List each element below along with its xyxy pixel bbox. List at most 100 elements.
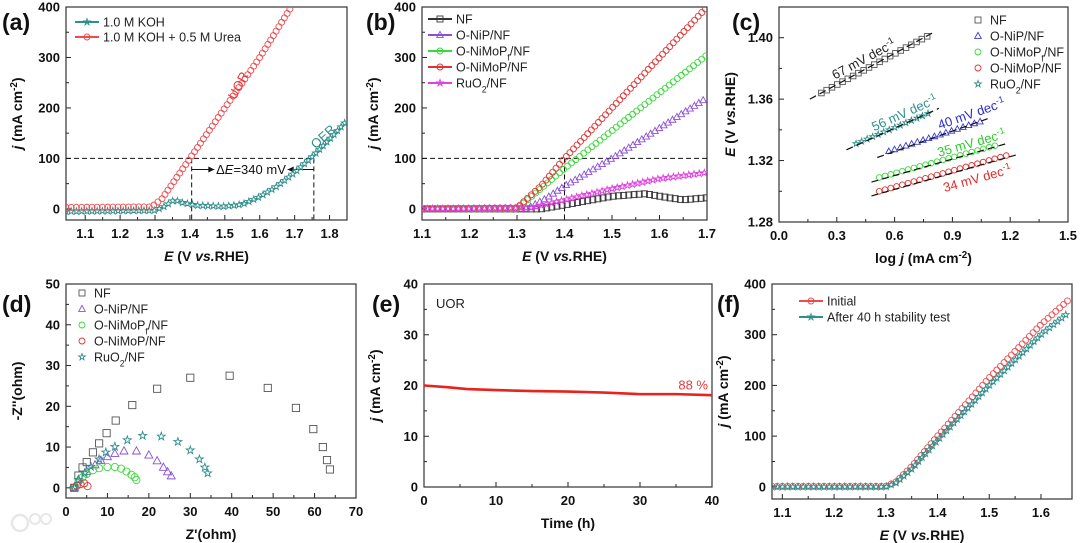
legend-item: After 40 h stability test <box>799 311 951 325</box>
legend-label: NF <box>456 13 473 27</box>
legend-label: RuO2/NF <box>456 77 507 95</box>
legend-label: O-NiMoPf/NF <box>456 45 530 63</box>
circle-marker <box>208 122 216 130</box>
triangle-marker <box>930 132 939 140</box>
circle-marker <box>1003 152 1010 159</box>
circle-marker <box>145 203 153 211</box>
square-marker <box>436 15 444 23</box>
star-marker <box>668 172 678 181</box>
x-tick-label: 1.3 <box>146 226 164 241</box>
y-tick-label: 1.28 <box>748 215 773 230</box>
data-line <box>424 384 712 397</box>
triangle-marker <box>890 145 899 153</box>
star-marker <box>851 139 861 148</box>
circle-marker <box>657 88 665 96</box>
circle-marker <box>154 198 162 206</box>
star-marker <box>924 444 934 454</box>
y-axis-label: j (mA cm-2) <box>715 356 732 430</box>
square-marker <box>82 458 91 467</box>
circle-marker <box>910 164 918 172</box>
circle-marker <box>584 146 592 154</box>
star-marker <box>239 198 249 208</box>
square-marker <box>263 383 272 392</box>
circle-marker <box>119 203 127 211</box>
watermark-logo <box>10 513 52 533</box>
circle-marker <box>665 81 673 89</box>
star-marker <box>973 79 983 88</box>
star-marker <box>648 175 658 184</box>
star-marker <box>602 184 612 194</box>
x-tick-label: 1.3 <box>508 226 526 241</box>
x-tick-label: 1.8 <box>321 226 339 241</box>
circle-marker <box>916 163 923 170</box>
circle-marker <box>633 107 641 115</box>
plot-frame <box>65 283 357 499</box>
circle-marker <box>110 462 119 472</box>
circle-marker <box>596 136 604 144</box>
circle-marker <box>191 148 199 156</box>
star-marker <box>224 201 234 210</box>
square-marker <box>225 371 234 380</box>
triangle-marker <box>435 30 445 38</box>
circle-marker <box>666 43 674 51</box>
star-marker <box>970 395 980 405</box>
star-marker <box>931 437 941 446</box>
panel-label: (e) <box>372 291 400 317</box>
circle-marker <box>556 160 563 168</box>
circle-marker <box>1015 344 1023 352</box>
star-marker <box>68 482 80 493</box>
star-marker <box>122 434 133 445</box>
triangle-marker <box>90 459 100 469</box>
x-tick-label: 1.2 <box>460 226 478 241</box>
circle-marker <box>677 71 685 79</box>
square-marker <box>615 192 622 200</box>
x-axis-label: log j (mA cm-2) <box>875 250 972 267</box>
triangle-marker <box>110 448 120 457</box>
circle-marker <box>66 203 70 211</box>
legend: NF O-NiP/NF O-NiMoPf/NFO-NiMoP/NF RuO2/NF <box>77 287 168 369</box>
square-marker <box>579 198 587 206</box>
star-marker <box>1061 309 1071 319</box>
legend: Initial After 40 h stability test <box>799 295 951 325</box>
circle-marker <box>673 35 681 43</box>
circle-marker <box>630 81 638 88</box>
legend-label: O-NiMoP/NF <box>456 61 528 75</box>
series-1 <box>422 95 707 212</box>
circle-marker <box>991 142 999 149</box>
x-tick-label: 1.6 <box>650 226 668 241</box>
star-marker <box>886 479 896 489</box>
circle-marker <box>564 162 571 170</box>
circle-marker <box>104 203 112 211</box>
square-marker <box>666 194 674 202</box>
triangle-marker <box>936 130 945 138</box>
x-tick-label: 1.2 <box>825 505 843 520</box>
circle-marker <box>211 118 219 126</box>
circle-marker <box>968 148 976 156</box>
square-marker <box>923 33 931 40</box>
x-tick-label: 1.7 <box>698 226 716 241</box>
circle-marker <box>637 73 645 81</box>
y-tick-label: 400 <box>38 0 60 15</box>
circle-marker <box>584 130 592 138</box>
series-1 <box>66 7 294 211</box>
circle-marker <box>641 69 649 77</box>
fit-line <box>809 31 936 100</box>
star-marker <box>536 200 546 210</box>
panel-e: (e) 0 10 20 30 40 0 10 20 30 40 Time (h) j (mA cm-2)… <box>367 277 720 532</box>
triangle-marker <box>144 449 154 459</box>
square-marker <box>88 448 97 457</box>
circle-marker <box>598 115 606 123</box>
star-marker <box>607 183 617 193</box>
x-tick-label: 0.6 <box>886 228 904 243</box>
circle-marker <box>199 135 207 143</box>
series-0 <box>809 31 936 100</box>
circle-marker <box>591 122 599 130</box>
circle-marker <box>256 54 264 62</box>
tafel-slope-label: 34 mV dec-1 <box>941 161 1013 196</box>
star-marker <box>202 467 213 478</box>
circle-marker <box>559 156 567 164</box>
square-marker <box>128 401 137 410</box>
legend-item: O-NiMoP/NF <box>974 62 1062 76</box>
circle-marker <box>562 153 570 160</box>
star-marker <box>156 430 167 441</box>
